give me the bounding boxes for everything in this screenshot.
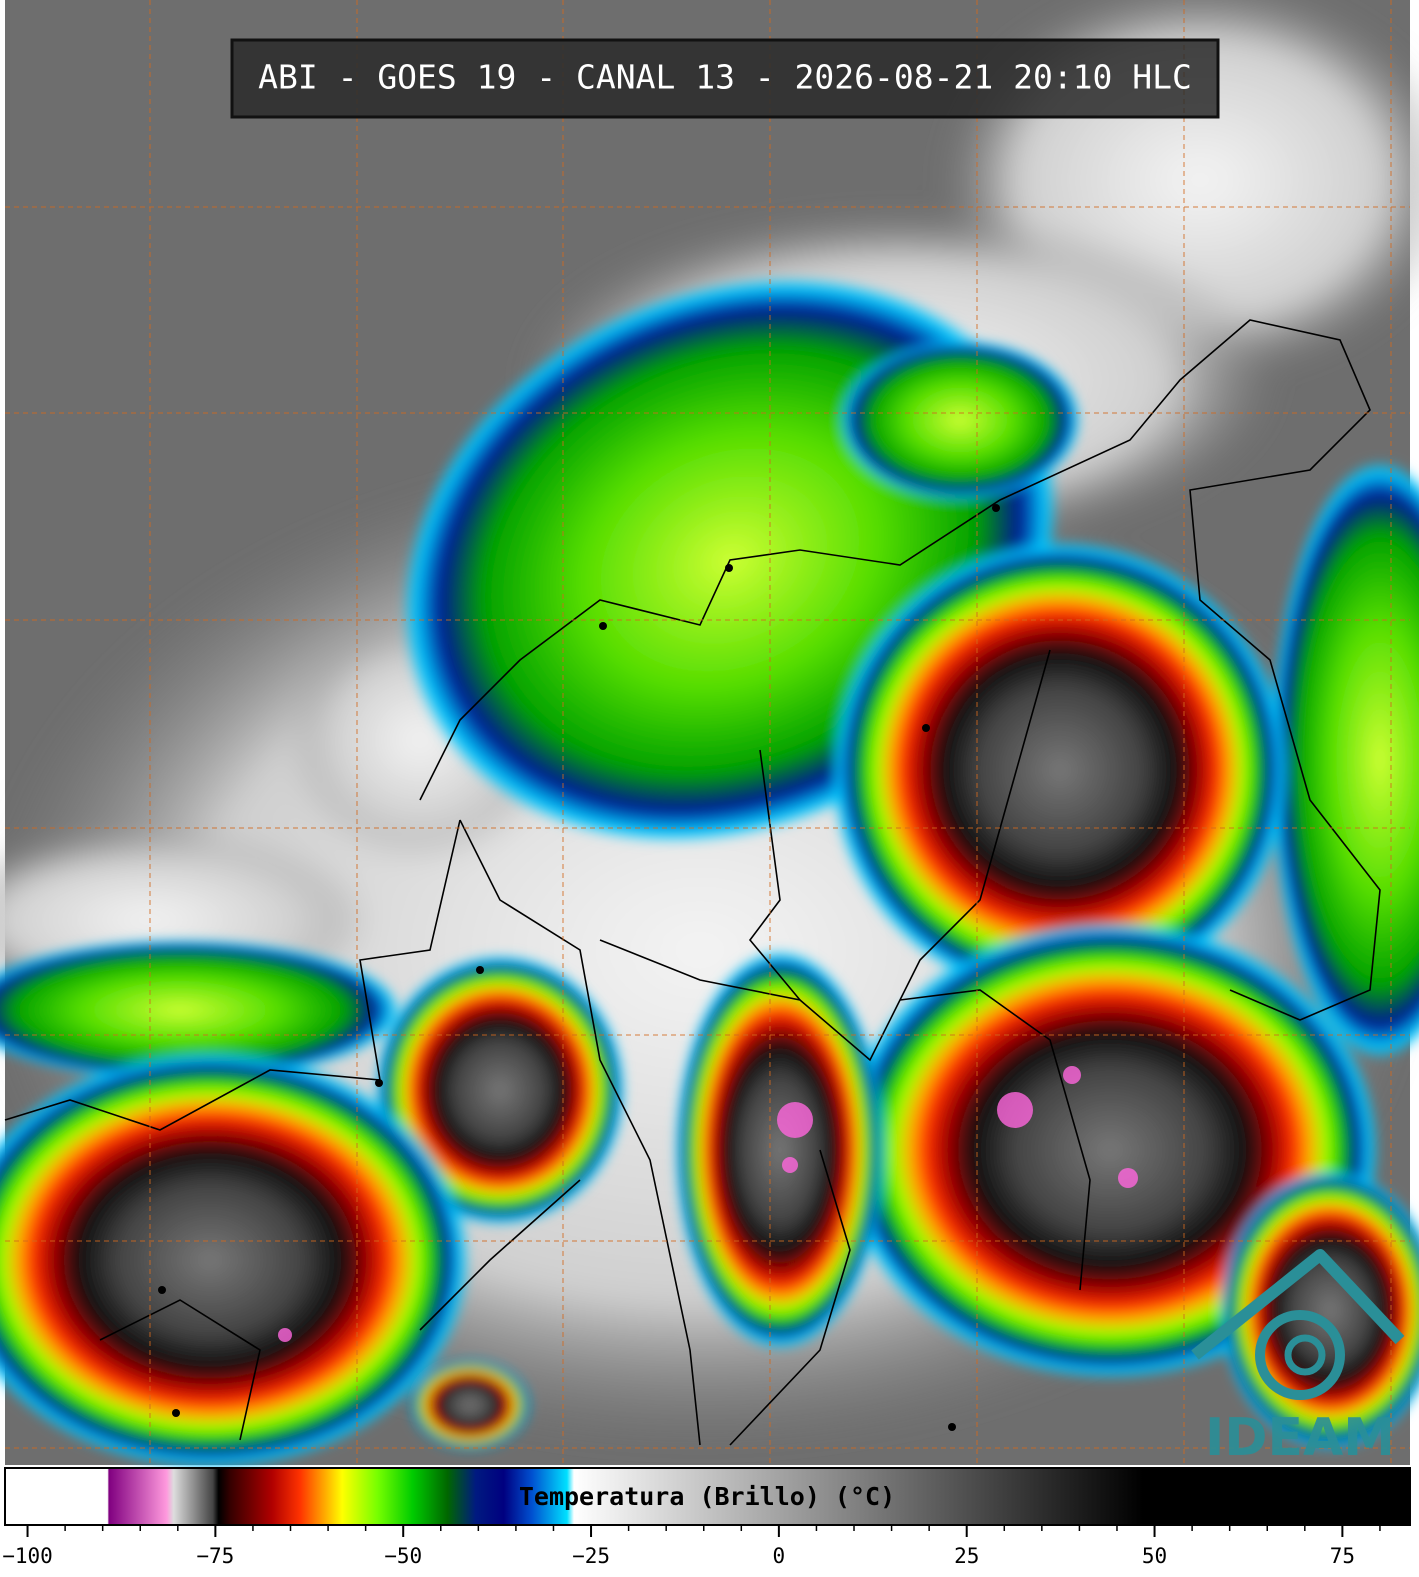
tick-label: 25 [954, 1544, 979, 1568]
satellite-image: IDEAM ABI - GOES 19 - CANAL 13 - 2026-08… [0, 0, 1419, 1470]
tick-label: 50 [1142, 1544, 1167, 1568]
tick-label: −75 [196, 1544, 234, 1568]
tick-label: −50 [384, 1544, 422, 1568]
tick-label: 0 [773, 1544, 786, 1568]
colorbar: Temperatura (Brillo) (°C) −100 −75 −50 −25 0… [2, 1467, 1411, 1568]
ideam-logo: IDEAM [1191, 1249, 1405, 1468]
colorbar-label: Temperatura (Brillo) (°C) [519, 1482, 895, 1511]
title-box [230, 38, 1220, 119]
tick-label: −100 [2, 1544, 53, 1568]
logo-text: IDEAM [1205, 1408, 1395, 1468]
tick-label: −25 [572, 1544, 610, 1568]
title: ABI - GOES 19 - CANAL 13 - 2026-08-21 20… [258, 58, 1192, 97]
colorbar-gradient [4, 1467, 1411, 1526]
tick-label: 75 [1330, 1544, 1355, 1568]
